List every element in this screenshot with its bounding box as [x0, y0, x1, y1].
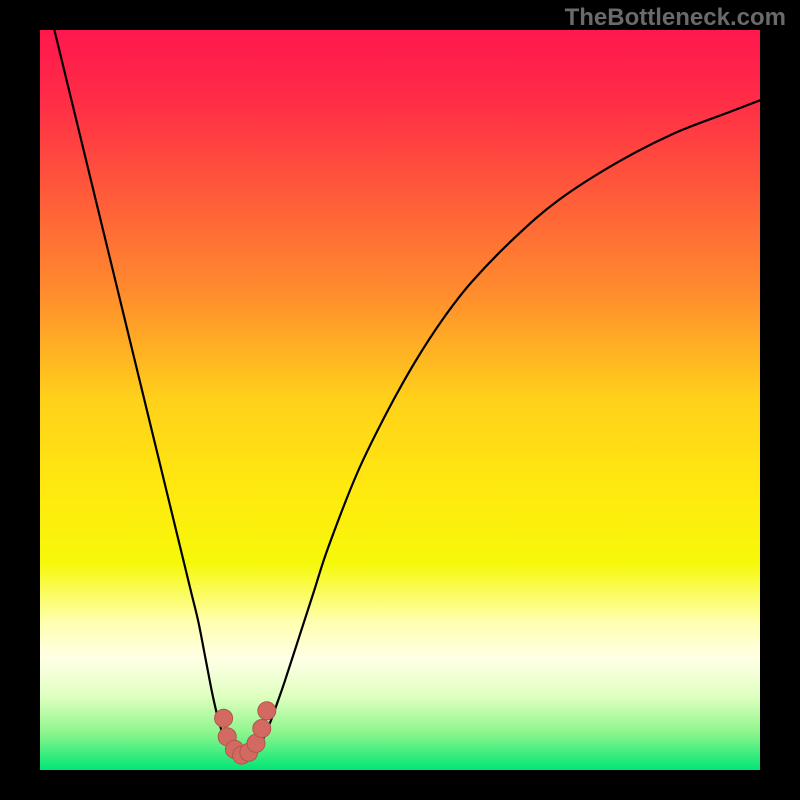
optimal-marker	[215, 709, 233, 727]
optimal-marker	[258, 702, 276, 720]
watermark-text: TheBottleneck.com	[565, 4, 786, 32]
plot-svg	[40, 30, 760, 770]
gradient-background	[40, 30, 760, 770]
plot-area	[40, 30, 760, 770]
optimal-marker	[253, 720, 271, 738]
chart-container: TheBottleneck.com	[0, 0, 800, 800]
